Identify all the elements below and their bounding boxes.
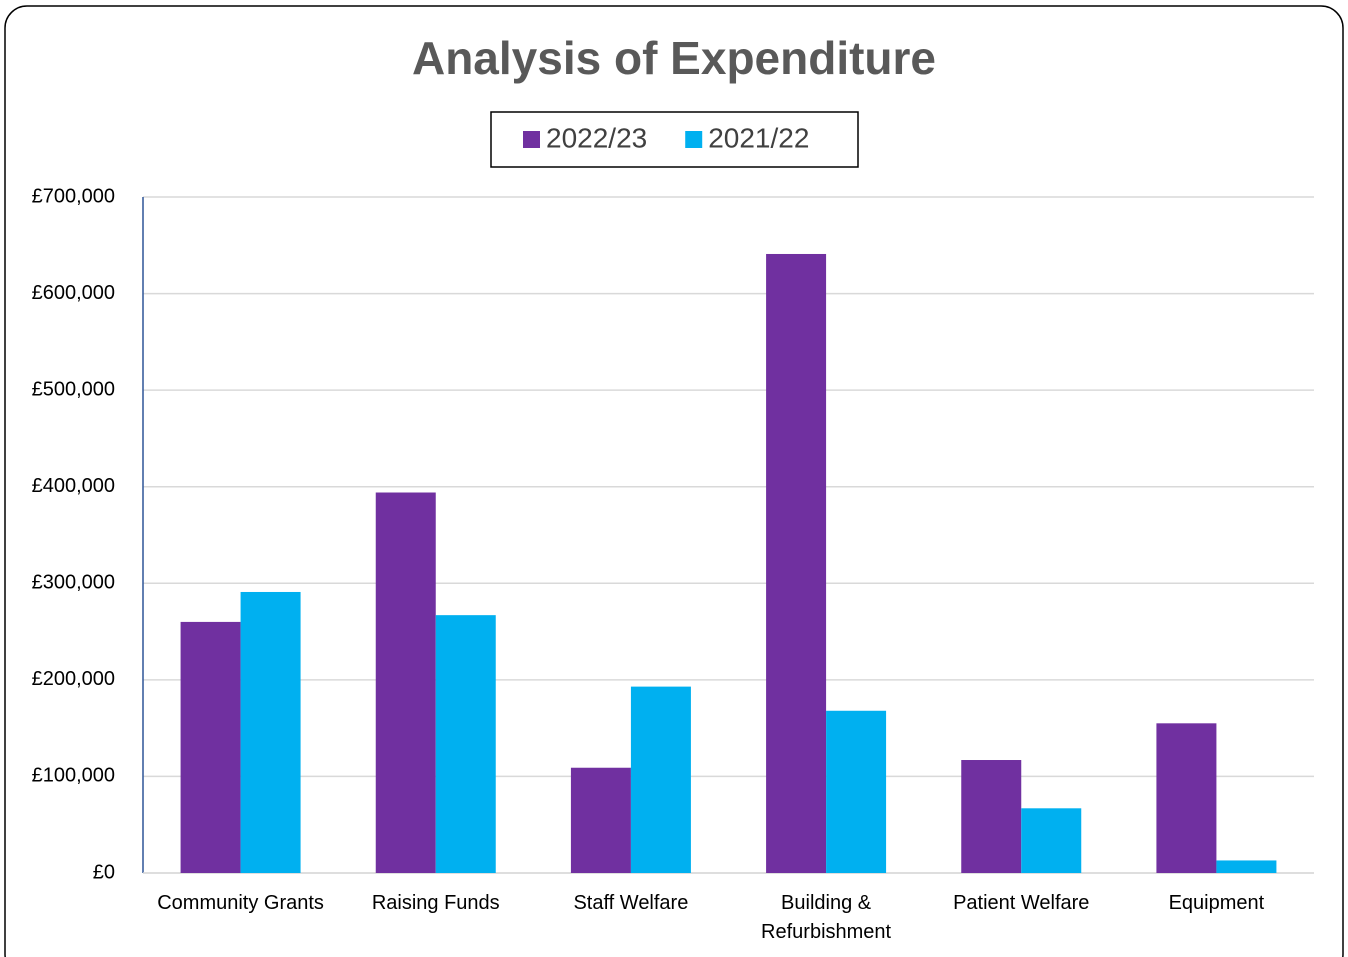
- bar: [961, 760, 1022, 873]
- x-tick-label: Raising Funds: [371, 892, 500, 914]
- bar: [630, 686, 691, 873]
- bar: [1156, 723, 1217, 873]
- y-tick-label: £700,000: [32, 185, 115, 207]
- legend-box: [490, 111, 859, 168]
- x-tick-label: Community Grants: [157, 892, 324, 914]
- legend-label: 2022/23: [546, 122, 647, 153]
- y-tick-label: £200,000: [32, 668, 115, 690]
- y-tick-label: £0: [93, 861, 115, 883]
- bar: [435, 615, 496, 873]
- bar: [240, 591, 301, 873]
- bar: [570, 767, 631, 873]
- y-tick-label: £600,000: [32, 282, 115, 304]
- legend-label: 2021/22: [708, 122, 809, 153]
- bar: [375, 492, 436, 873]
- x-tick-label: Equipment: [1168, 892, 1265, 914]
- y-tick-label: £400,000: [32, 475, 115, 497]
- y-tick-label: £300,000: [32, 572, 115, 594]
- bar: [1021, 808, 1082, 873]
- bar: [826, 710, 887, 873]
- chart-title: Analysis of Expenditure: [412, 32, 936, 84]
- x-tick-label: Staff Welfare: [573, 892, 689, 914]
- bar: [766, 253, 827, 873]
- x-tick-label: Building & Refurbishment: [761, 892, 892, 943]
- bar: [1216, 860, 1277, 873]
- y-tick-label: £500,000: [32, 378, 115, 400]
- y-tick-label: £100,000: [32, 765, 115, 787]
- legend-swatch: [523, 131, 540, 148]
- bar: [180, 621, 241, 873]
- x-tick-label: Patient Welfare: [953, 892, 1090, 914]
- chart-frame: [4, 5, 1344, 957]
- legend-swatch: [685, 131, 703, 148]
